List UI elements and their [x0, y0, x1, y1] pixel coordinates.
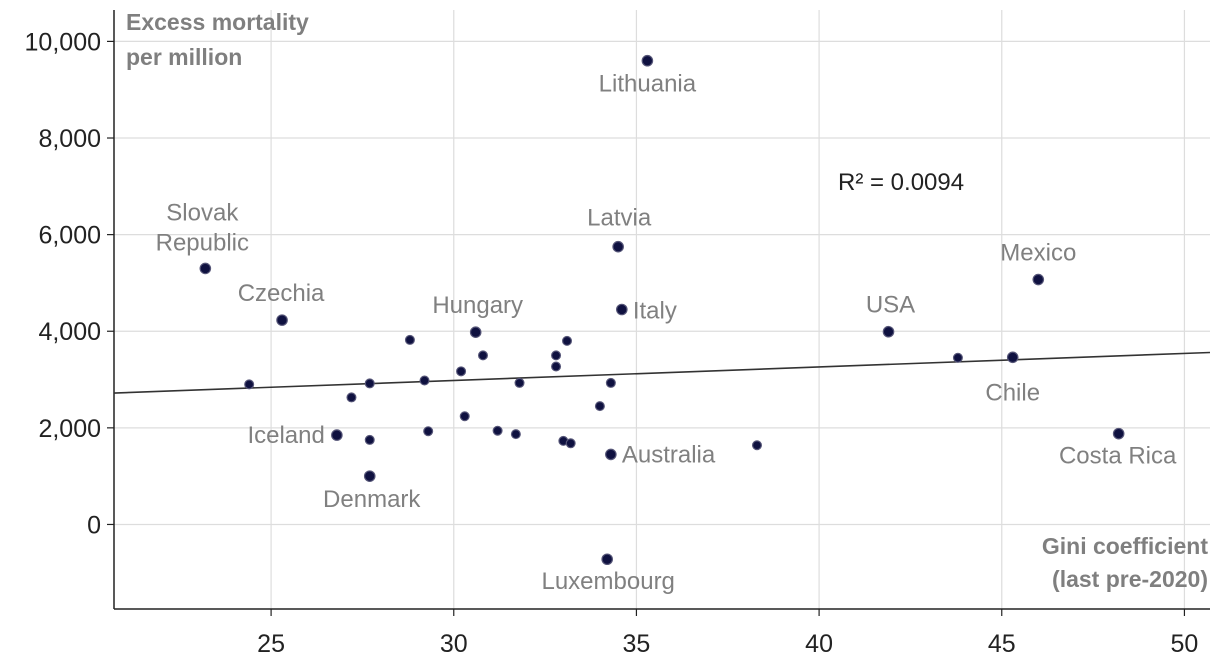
y-axis-title-line-1: Excess mortality [126, 9, 309, 35]
data-point [492, 425, 503, 436]
axes [107, 10, 1210, 616]
point-label-slovak-republic-line-1: Slovak [166, 199, 239, 226]
data-point-italy [616, 303, 628, 316]
y-tick-label: 6,000 [38, 222, 101, 250]
point-label-usa: USA [866, 292, 915, 319]
point-label-italy: Italy [633, 298, 677, 325]
data-point [551, 361, 562, 372]
y-tick-label: 4,000 [38, 318, 101, 346]
x-tick-label: 50 [1171, 630, 1199, 658]
data-point-slovak-republic [199, 262, 212, 275]
y-axis-title-line-2: per million [126, 44, 242, 70]
data-point-costa-rica [1112, 427, 1125, 440]
data-point [423, 426, 434, 437]
point-label-lithuania: Lithuania [599, 71, 697, 98]
data-point-latvia [612, 240, 624, 253]
data-point-usa [882, 325, 895, 338]
data-point-denmark [363, 470, 376, 482]
data-point [459, 411, 470, 422]
data-point [605, 377, 616, 388]
data-point [404, 334, 415, 345]
point-label-latvia: Latvia [587, 205, 652, 232]
point-labels: Lithuania Latvia Slovak Republic Czechia Hung… [156, 71, 1177, 596]
data-point [562, 335, 573, 346]
point-label-luxembourg: Luxembourg [541, 568, 674, 595]
data-point [551, 350, 562, 361]
data-point [346, 392, 357, 403]
data-point [244, 379, 255, 390]
x-axis-title-line-1: Gini coefficient [1042, 533, 1208, 559]
data-point-mexico [1032, 273, 1045, 286]
point-label-slovak-republic-line-2: Republic [156, 229, 249, 256]
data-point-australia [605, 448, 617, 461]
data-point [364, 434, 375, 445]
y-tick-label: 2,000 [38, 415, 101, 443]
data-point [751, 440, 762, 451]
point-label-costa-rica: Costa Rica [1059, 443, 1177, 470]
trend-line [113, 351, 1211, 394]
x-tick-label: 30 [440, 630, 468, 658]
point-label-hungary: Hungary [432, 292, 523, 319]
x-tick-label: 45 [988, 630, 1016, 658]
point-label-czechia: Czechia [238, 280, 325, 307]
r-squared-annotation: R² = 0.0094 [838, 169, 964, 196]
x-tick-label: 35 [623, 630, 651, 658]
data-point [477, 350, 488, 361]
data-point [456, 366, 467, 377]
data-point [419, 375, 430, 386]
data-point [952, 352, 963, 363]
x-tick-label: 25 [257, 630, 285, 658]
data-point [565, 438, 576, 449]
x-tick-label: 40 [805, 630, 833, 658]
grid-lines [114, 10, 1210, 609]
y-tick-label: 10,000 [25, 28, 101, 56]
data-point-hungary [469, 326, 482, 339]
point-label-iceland: Iceland [247, 422, 324, 449]
data-point [514, 377, 525, 388]
data-points [199, 54, 1125, 566]
data-point-lithuania [641, 54, 654, 67]
data-point-czechia [276, 314, 288, 326]
point-label-chile: Chile [985, 379, 1040, 406]
data-point [594, 401, 605, 412]
point-label-australia: Australia [622, 441, 716, 468]
data-point [364, 378, 375, 389]
data-point-chile [1006, 351, 1019, 364]
y-tick-label: 0 [87, 511, 101, 539]
x-axis-title-line-2: (last pre-2020) [1052, 566, 1208, 592]
y-tick-label: 8,000 [38, 125, 101, 153]
data-point [510, 429, 521, 440]
data-point-iceland [331, 429, 343, 441]
point-label-denmark: Denmark [323, 486, 421, 513]
point-label-mexico: Mexico [1000, 240, 1076, 267]
data-point-luxembourg [601, 553, 613, 566]
tick-labels: 25 30 35 40 45 50 0 2,000 4,000 6,000 8,000 10,000 [25, 28, 1199, 658]
